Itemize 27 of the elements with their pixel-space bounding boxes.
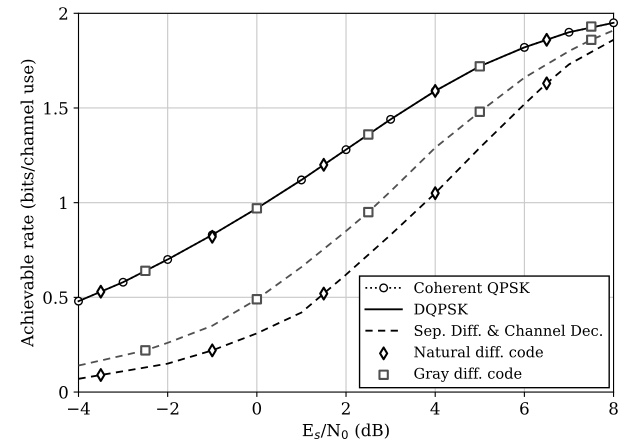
- x-tick-label: −4: [68, 402, 90, 414]
- y-tick-label: 2: [59, 7, 68, 20]
- x-tick-label: 2: [342, 402, 350, 414]
- y-tick-label: 0.5: [43, 291, 68, 304]
- point: [140, 266, 151, 276]
- y-tick-label: 1: [60, 196, 66, 210]
- point: [586, 21, 596, 32]
- point: [252, 294, 262, 304]
- legend-label: DQPSK: [414, 304, 468, 317]
- y-axis-title: Achievable rate (bits/channel use): [20, 60, 36, 348]
- y-tick-label: 0: [59, 386, 68, 399]
- x-tick-label: 6: [520, 402, 529, 415]
- point: [363, 129, 374, 140]
- point: [363, 206, 374, 218]
- legend-label: Coherent QPSK: [414, 282, 530, 296]
- legend-label: Sep. Diff. & Channel Dec.: [414, 324, 602, 339]
- point: [140, 345, 151, 356]
- legend-label: Natural diff. code: [414, 346, 543, 358]
- x-axis-title: E$_{s}$/N$_{0}$ (dB): [302, 423, 389, 440]
- legend-label: Gray diff. code: [414, 368, 522, 382]
- x-tick-label: 4: [430, 402, 440, 414]
- x-tick-label: 8: [609, 402, 618, 415]
- x-tick-label: 0: [252, 402, 262, 415]
- x-tick-label: −2: [157, 402, 178, 414]
- y-tick-label: 1.5: [44, 102, 68, 115]
- point: [474, 106, 486, 117]
- point: [586, 34, 596, 46]
